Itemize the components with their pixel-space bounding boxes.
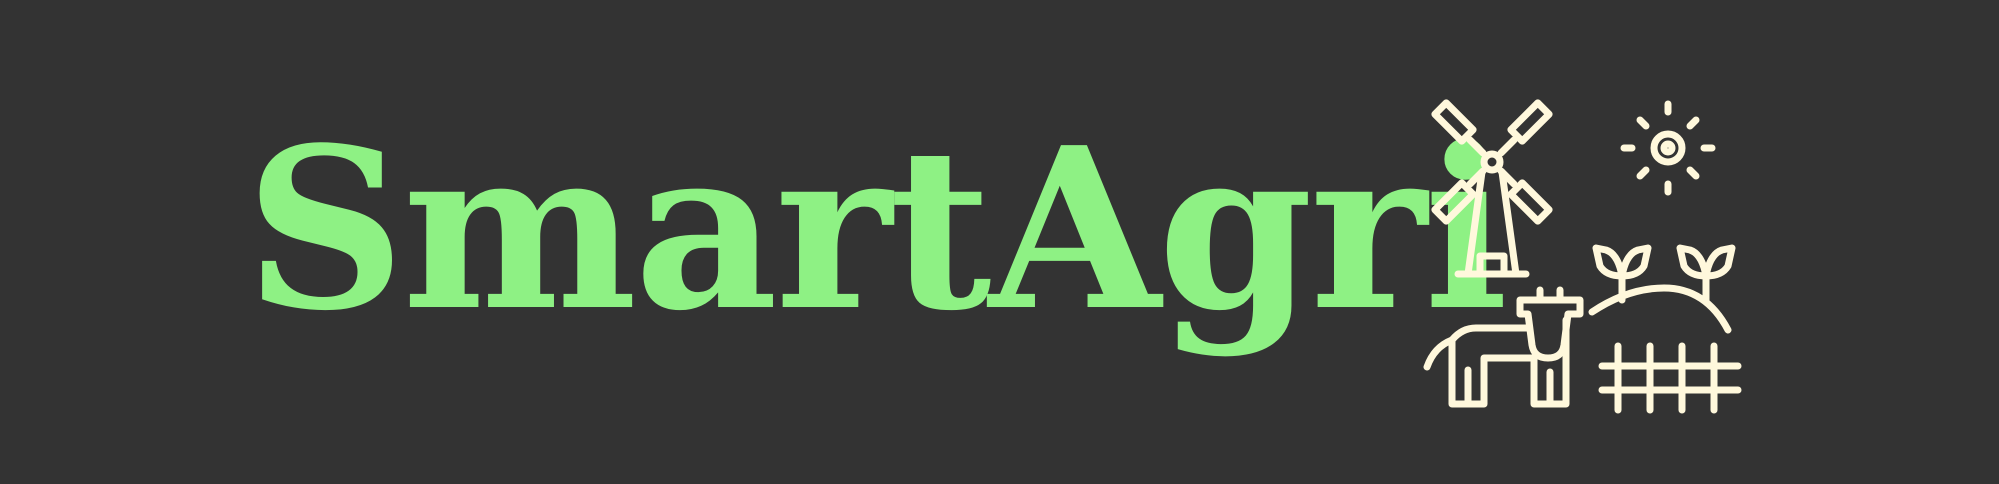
cow-icon (1423, 286, 1584, 408)
fence-icon (1598, 342, 1742, 414)
sprout-icon (1588, 244, 1736, 334)
windmill-icon (1431, 99, 1553, 278)
brand-name: SmartAgri (245, 100, 1508, 360)
farm-icon-svg (1423, 99, 1742, 414)
farm-icon (1420, 90, 1760, 430)
sun-icon (1620, 100, 1716, 196)
